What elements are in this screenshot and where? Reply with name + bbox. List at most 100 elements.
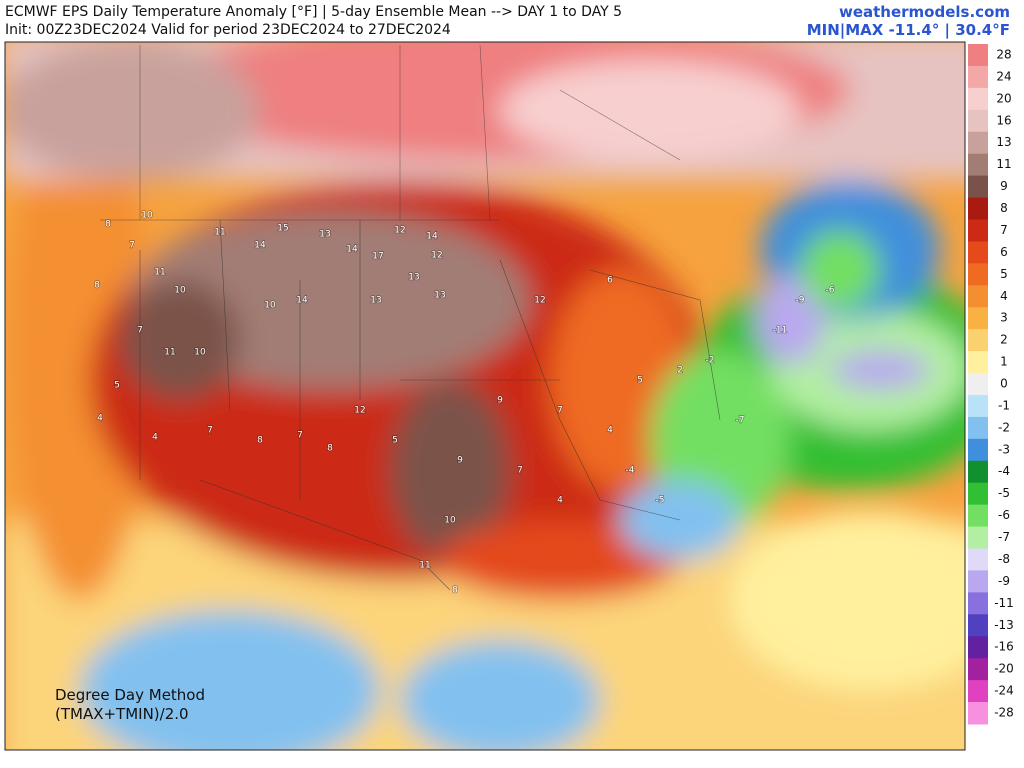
station-value: 4 [152,433,158,443]
colorbar-label: 3 [1000,311,1008,325]
colorbar-label: 6 [1000,245,1008,259]
station-value: -5 [656,496,665,506]
station-value: 6 [607,276,613,286]
colorbar-swatch [968,65,988,89]
station-value: 7 [137,326,143,336]
colorbar-label: 4 [1000,289,1008,303]
colorbar-label: 8 [1000,201,1008,215]
station-value: 11 [214,228,225,238]
station-value: 4 [607,426,613,436]
colorbar-label: -8 [998,552,1010,566]
station-value: 11 [154,268,165,278]
station-value: 12 [534,296,545,306]
station-value: 14 [426,232,438,242]
station-value: 5 [392,436,398,446]
station-value: 13 [434,291,445,301]
station-value: 12 [431,251,442,261]
station-value: 10 [174,286,186,296]
station-value: 5 [114,381,120,391]
colorbar-label: 11 [996,157,1011,171]
colorbar-swatch [968,482,988,506]
map [5,42,965,750]
colorbar-label: 0 [1000,377,1008,391]
station-value: 9 [457,456,463,466]
colorbar-swatch [968,285,988,308]
station-value: -4 [626,466,635,476]
subtitle: Init: 00Z23DEC2024 Valid for period 23DE… [5,22,451,38]
station-value: 10 [194,348,206,358]
colorbar-label: 7 [1000,223,1008,237]
colorbar-label: 5 [1000,267,1008,281]
station-value: -9 [796,296,805,306]
colorbar-swatch [968,504,988,528]
colorbar-swatch [968,307,988,330]
colorbar-label: 24 [996,69,1011,83]
station-value: 2 [677,366,683,376]
minmax: MIN|MAX -11.4° | 30.4°F [807,21,1010,40]
station-value: 13 [319,230,330,240]
station-value: -7 [736,416,745,426]
colorbar-swatch [968,394,988,418]
colorbar-swatch [968,329,988,352]
colorbar-label: -16 [994,640,1014,654]
station-value: 10 [141,211,153,221]
station-value: 17 [372,252,383,262]
colorbar-swatch [968,87,988,111]
note-line: (TMAX+TMIN)/2.0 [55,705,189,723]
colorbar-swatch [968,658,988,681]
colorbar-swatch [968,351,988,374]
colorbar-label: -4 [998,464,1010,478]
colorbar-swatch [968,131,988,155]
station-value: 8 [452,586,458,596]
colorbar-swatch [968,175,988,199]
colorbar-swatch [968,241,988,264]
station-value: 10 [444,516,456,526]
station-value: 13 [370,296,381,306]
colorbar-swatch [968,44,988,67]
colorbar-label: 9 [1000,179,1008,193]
station-value: 7 [129,241,135,251]
colorbar-label: -9 [998,574,1010,588]
title: ECMWF EPS Daily Temperature Anomaly [°F]… [5,4,622,20]
colorbar-label: -28 [994,706,1014,720]
station-value: -2 [706,356,715,366]
colorbar-swatch [968,197,988,220]
colorbar-label: 13 [996,135,1011,149]
colorbar-swatch [968,153,988,177]
colorbar-label: 20 [996,91,1011,105]
colorbar-swatch [968,614,988,637]
station-value: 8 [327,444,333,454]
colorbar-swatch [968,416,988,440]
station-value: 7 [557,406,563,416]
colorbar-swatch [968,702,988,725]
colorbar-label: -13 [994,618,1014,632]
colorbar-swatch [968,373,988,396]
station-value: 7 [297,431,303,441]
colorbar-label: 16 [996,113,1011,127]
station-value: 12 [394,226,405,236]
colorbar-swatch [968,219,988,242]
colorbar-swatch [968,526,988,550]
station-value: 11 [419,561,430,571]
colorbar-label: 2 [1000,333,1008,347]
colorbar-swatch [968,548,988,571]
station-value: 14 [346,245,358,255]
colorbar-label: 28 [996,47,1011,61]
station-value: 14 [296,296,308,306]
station-value: 8 [105,220,111,230]
colorbar-label: -11 [994,596,1014,610]
station-value: 5 [637,376,643,386]
station-value: 4 [97,414,103,424]
station-value: 15 [277,224,288,234]
colorbar-label: -6 [998,508,1010,522]
note-line: Degree Day Method [55,686,205,704]
colorbar-label: -2 [998,420,1010,434]
colorbar-label: 1 [1000,355,1008,369]
colorbar-label: -7 [998,530,1010,544]
map-frame [4,41,966,751]
station-value: 8 [257,436,263,446]
station-value: 13 [408,273,419,283]
source: weathermodels.com [839,3,1010,21]
station-value: 12 [354,406,365,416]
colorbar-label: -20 [994,662,1014,676]
